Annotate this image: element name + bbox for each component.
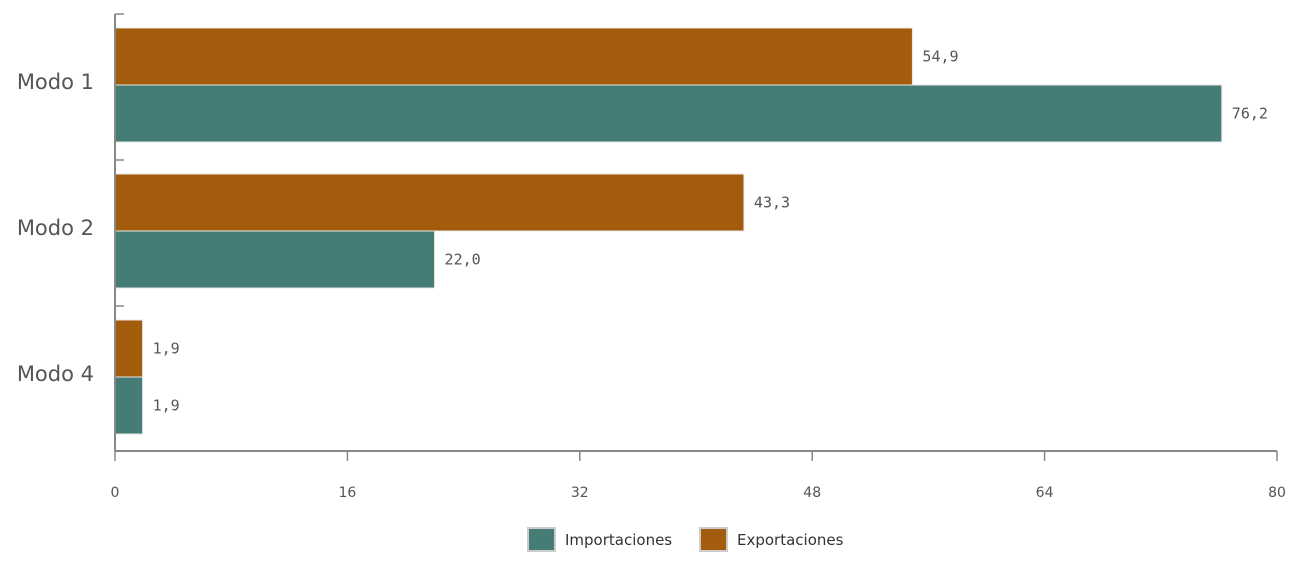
legend-swatch-importaciones (527, 527, 556, 552)
x-tick-label: 64 (1036, 485, 1054, 501)
category-label: Modo 1 (17, 70, 94, 94)
legend-label-importaciones: Importaciones (565, 531, 672, 549)
value-label: 54,9 (922, 48, 958, 66)
legend-swatch-exportaciones (699, 527, 728, 552)
bar-exportaciones-modo-4 (114, 319, 144, 378)
bar-importaciones-modo-4 (114, 376, 144, 435)
x-tick-label: 48 (803, 485, 821, 501)
category-label: Modo 2 (17, 216, 94, 240)
legend-label-exportaciones: Exportaciones (737, 531, 844, 549)
x-tick-label: 16 (338, 485, 356, 501)
x-tick-label: 32 (571, 485, 589, 501)
x-tick-label: 0 (111, 485, 120, 501)
value-label: 43,3 (754, 194, 790, 212)
category-label: Modo 4 (17, 362, 94, 386)
bar-importaciones-modo-2 (114, 230, 436, 289)
value-label: 22,0 (445, 251, 481, 269)
bar-exportaciones-modo-2 (114, 173, 745, 232)
value-label: 76,2 (1232, 105, 1268, 123)
bar-exportaciones-modo-1 (114, 27, 913, 86)
x-tick-label: 80 (1268, 485, 1286, 501)
value-label: 1,9 (153, 397, 180, 415)
bar-importaciones-modo-1 (114, 84, 1223, 143)
value-label: 1,9 (153, 340, 180, 358)
